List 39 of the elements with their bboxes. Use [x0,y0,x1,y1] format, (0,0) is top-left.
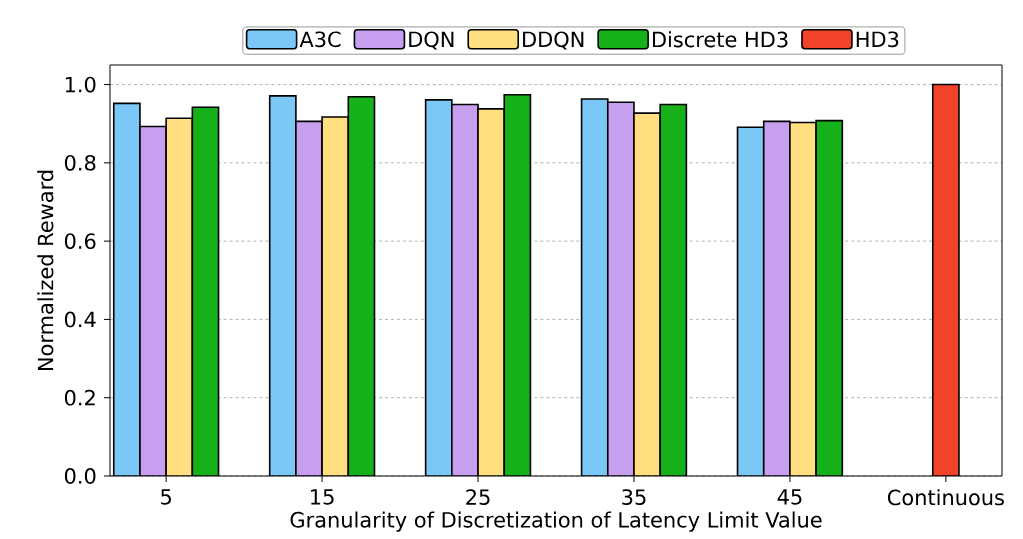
bar [191,106,220,477]
x-tick-label: 15 [311,489,334,505]
bar [347,96,376,477]
y-tick-label: 0.6 [64,233,96,250]
bar [139,125,167,477]
bar [633,112,661,477]
x-tick-label: 5 [161,489,171,505]
x-axis-title: Granularity of Discretization of Latency Limit Value [290,511,822,532]
y-tick-label: 0.0 [64,468,96,485]
bar [165,117,194,477]
bar [477,108,506,477]
bar [321,116,350,477]
bar [268,95,297,477]
bar [503,94,532,477]
bar [451,103,479,477]
bar [112,102,141,477]
y-tick-label: 0.2 [64,389,95,406]
bar [659,103,688,477]
bar [815,119,844,477]
y-axis-title: Normalized Reward [37,170,54,371]
legend-label: A3C [299,31,341,48]
bar [424,99,453,477]
legend-label: DDQN [523,31,584,50]
bar [762,120,791,477]
legend-label: DQN [409,31,454,50]
y-tick-label: 0.4 [64,311,96,328]
x-tick-label: 45 [777,489,802,505]
y-tick-label: 0.8 [64,155,96,171]
legend-label: Discrete HD3 [652,31,788,48]
bar [736,126,765,477]
bar [606,101,635,477]
legend-label: HD3 [856,31,899,48]
x-tick-label: 35 [622,489,646,506]
x-tick-label: Continuous [887,489,1004,506]
y-tick-label: 1.0 [65,76,96,93]
x-tick-label: 25 [466,489,490,506]
bar [789,121,817,477]
bar [580,98,609,477]
bar [295,120,323,477]
